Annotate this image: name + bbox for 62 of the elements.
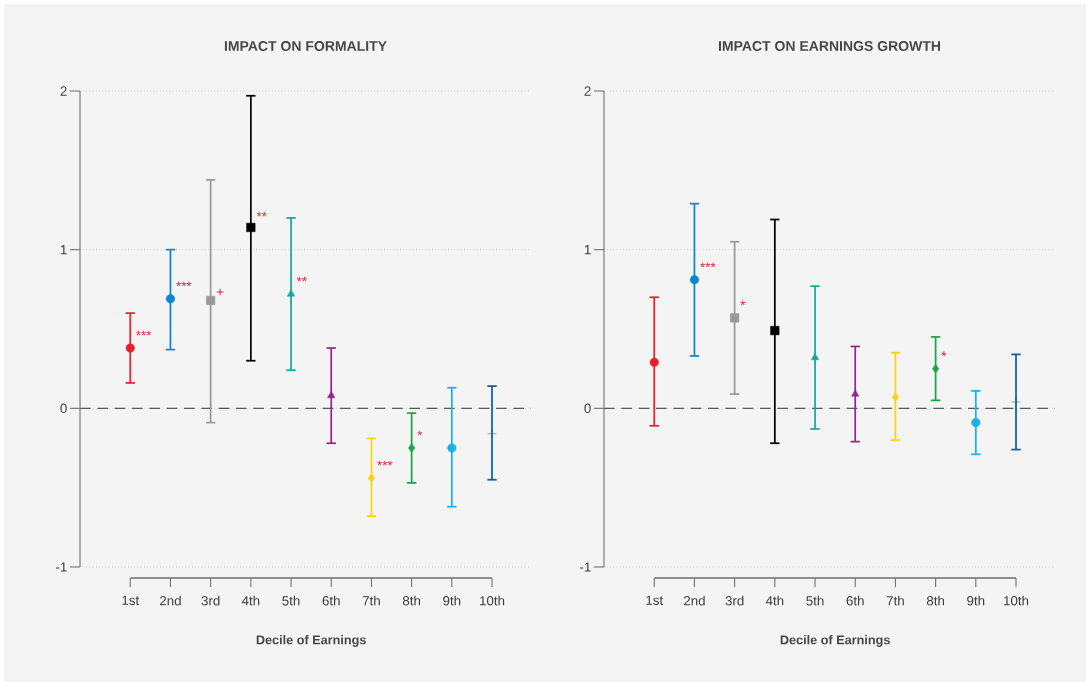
y-tick-label: 0	[60, 403, 67, 414]
x-tick-label: 10th	[480, 595, 505, 606]
point	[932, 364, 940, 374]
point	[246, 222, 256, 232]
x-tick-label: 2nd	[683, 595, 705, 606]
point	[287, 289, 295, 297]
x-tick-label: 8th	[402, 595, 421, 606]
x-tick-label: 6th	[846, 595, 864, 606]
point	[689, 275, 699, 285]
y-tick-label: -1	[580, 562, 591, 572]
x-tick-label: 3rd	[725, 595, 744, 606]
point	[487, 429, 497, 439]
annotation: ***	[176, 281, 192, 287]
annotation: *	[740, 300, 746, 306]
x-tick-label: 9th	[443, 595, 461, 606]
annotation: *	[417, 430, 423, 436]
point	[327, 391, 336, 399]
point	[891, 392, 899, 402]
point	[811, 353, 819, 360]
point	[770, 326, 780, 336]
point	[367, 473, 375, 483]
y-tick-label: 1	[60, 245, 67, 255]
point	[1011, 397, 1021, 407]
chart-title: IMPACT ON FORMALITY	[224, 41, 387, 51]
point	[408, 443, 416, 453]
x-tick-label: 1st	[646, 595, 664, 605]
point	[447, 443, 457, 453]
point	[730, 313, 740, 323]
y-tick-label: 2	[60, 86, 67, 96]
x-tick-label: 9th	[967, 595, 985, 606]
x-tick-label: 5th	[806, 595, 824, 606]
y-tick-label: 0	[584, 403, 591, 414]
x-tick-label: 6th	[322, 595, 340, 606]
chart-title: IMPACT ON EARNINGS GROWTH	[718, 41, 941, 51]
annotation: ***	[136, 330, 152, 336]
point	[125, 343, 135, 353]
annotation: ***	[700, 262, 716, 268]
annotation: +	[216, 288, 224, 296]
point	[971, 418, 981, 428]
x-tick-label: 4th	[241, 595, 260, 606]
x-tick-label: 10th	[1004, 595, 1029, 606]
y-tick-label: 2	[584, 86, 591, 96]
point	[851, 389, 860, 397]
annotation: **	[256, 211, 267, 217]
x-axis-title: Decile of Earnings	[780, 635, 890, 647]
y-tick-label: -1	[56, 562, 67, 572]
annotation: *	[941, 351, 947, 357]
x-tick-label: 7th	[362, 595, 380, 606]
x-tick-label: 4th	[765, 595, 784, 606]
x-tick-label: 1st	[122, 595, 140, 605]
point	[206, 295, 216, 305]
x-tick-label: 2nd	[160, 595, 181, 606]
x-tick-label: 8th	[926, 595, 945, 606]
x-tick-label: 3rd	[201, 595, 220, 606]
annotation: ***	[377, 460, 393, 466]
point	[649, 357, 659, 367]
annotation: **	[296, 276, 307, 282]
y-tick-label: 1	[584, 245, 591, 255]
x-tick-label: 5th	[282, 595, 300, 606]
x-tick-label: 7th	[886, 595, 904, 606]
point	[165, 294, 175, 304]
x-axis-title: Decile of Earnings	[256, 635, 366, 647]
